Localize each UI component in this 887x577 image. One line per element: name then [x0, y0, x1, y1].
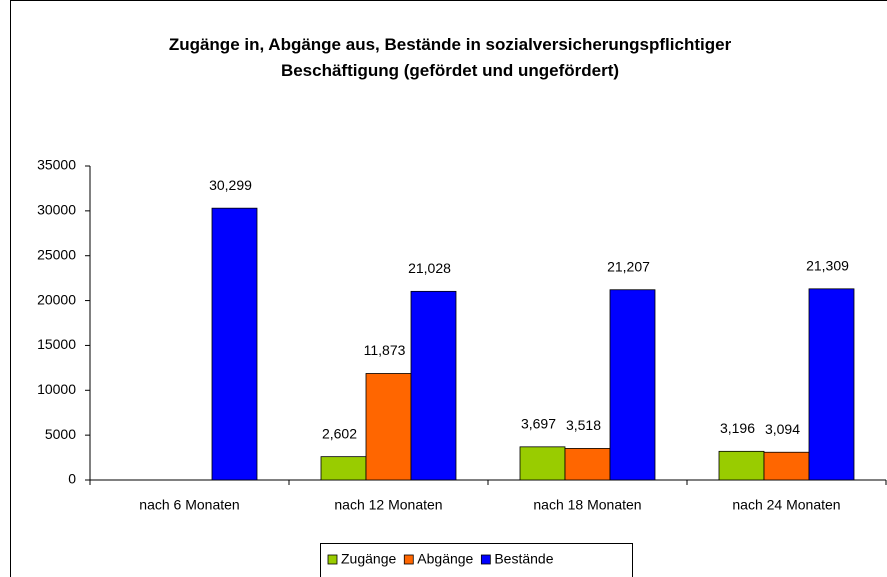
bar: [211, 207, 258, 481]
value-label: 3,697: [521, 416, 556, 432]
x-tick-label: nach 6 Monaten: [139, 497, 239, 513]
value-label: 3,518: [566, 417, 601, 433]
bar: [320, 456, 367, 481]
bar: [808, 288, 855, 481]
legend-label: Zugänge: [341, 551, 396, 567]
value-label: 21,207: [607, 258, 650, 274]
bar: [609, 289, 656, 481]
y-tick-label: 30000: [37, 202, 76, 218]
bar: [564, 448, 611, 481]
y-tick-label: 10000: [37, 381, 76, 397]
value-label: 3,196: [720, 420, 755, 436]
y-tick-label: 20000: [37, 291, 76, 307]
y-tick-label: 25000: [37, 246, 76, 262]
legend-swatch: [480, 554, 491, 565]
y-tick-label: 5000: [45, 426, 76, 442]
chart-title: Zugänge in, Abgänge aus, Bestände in soz…: [168, 35, 732, 80]
legend-swatch: [403, 554, 414, 565]
value-label: 11,873: [364, 342, 406, 358]
y-tick-label: 35000: [37, 157, 76, 173]
y-tick-label: 15000: [37, 336, 76, 352]
x-tick-label: nach 24 Monaten: [732, 497, 840, 513]
bar: [763, 451, 810, 481]
value-label: 30,299: [209, 177, 252, 193]
legend-label: Bestände: [494, 551, 553, 567]
value-label: 21,309: [806, 258, 849, 274]
chart-border: [10, 0, 887, 577]
legend-box: [320, 543, 633, 577]
value-label: 3,094: [765, 421, 800, 437]
value-label: 2,602: [322, 425, 357, 441]
value-label: 21,028: [408, 260, 451, 276]
bar: [519, 446, 566, 481]
bar: [365, 373, 412, 481]
y-tick-label: 0: [68, 471, 76, 487]
x-tick-label: nach 12 Monaten: [334, 497, 442, 513]
bar: [410, 290, 457, 481]
legend-label: Abgänge: [417, 551, 473, 567]
legend-swatch: [327, 554, 338, 565]
bar: [718, 450, 765, 481]
x-tick-label: nach 18 Monaten: [533, 497, 641, 513]
